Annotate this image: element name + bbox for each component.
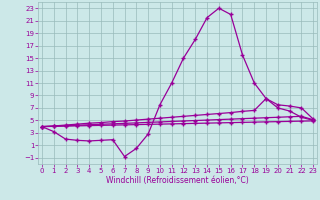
X-axis label: Windchill (Refroidissement éolien,°C): Windchill (Refroidissement éolien,°C) (106, 176, 249, 185)
